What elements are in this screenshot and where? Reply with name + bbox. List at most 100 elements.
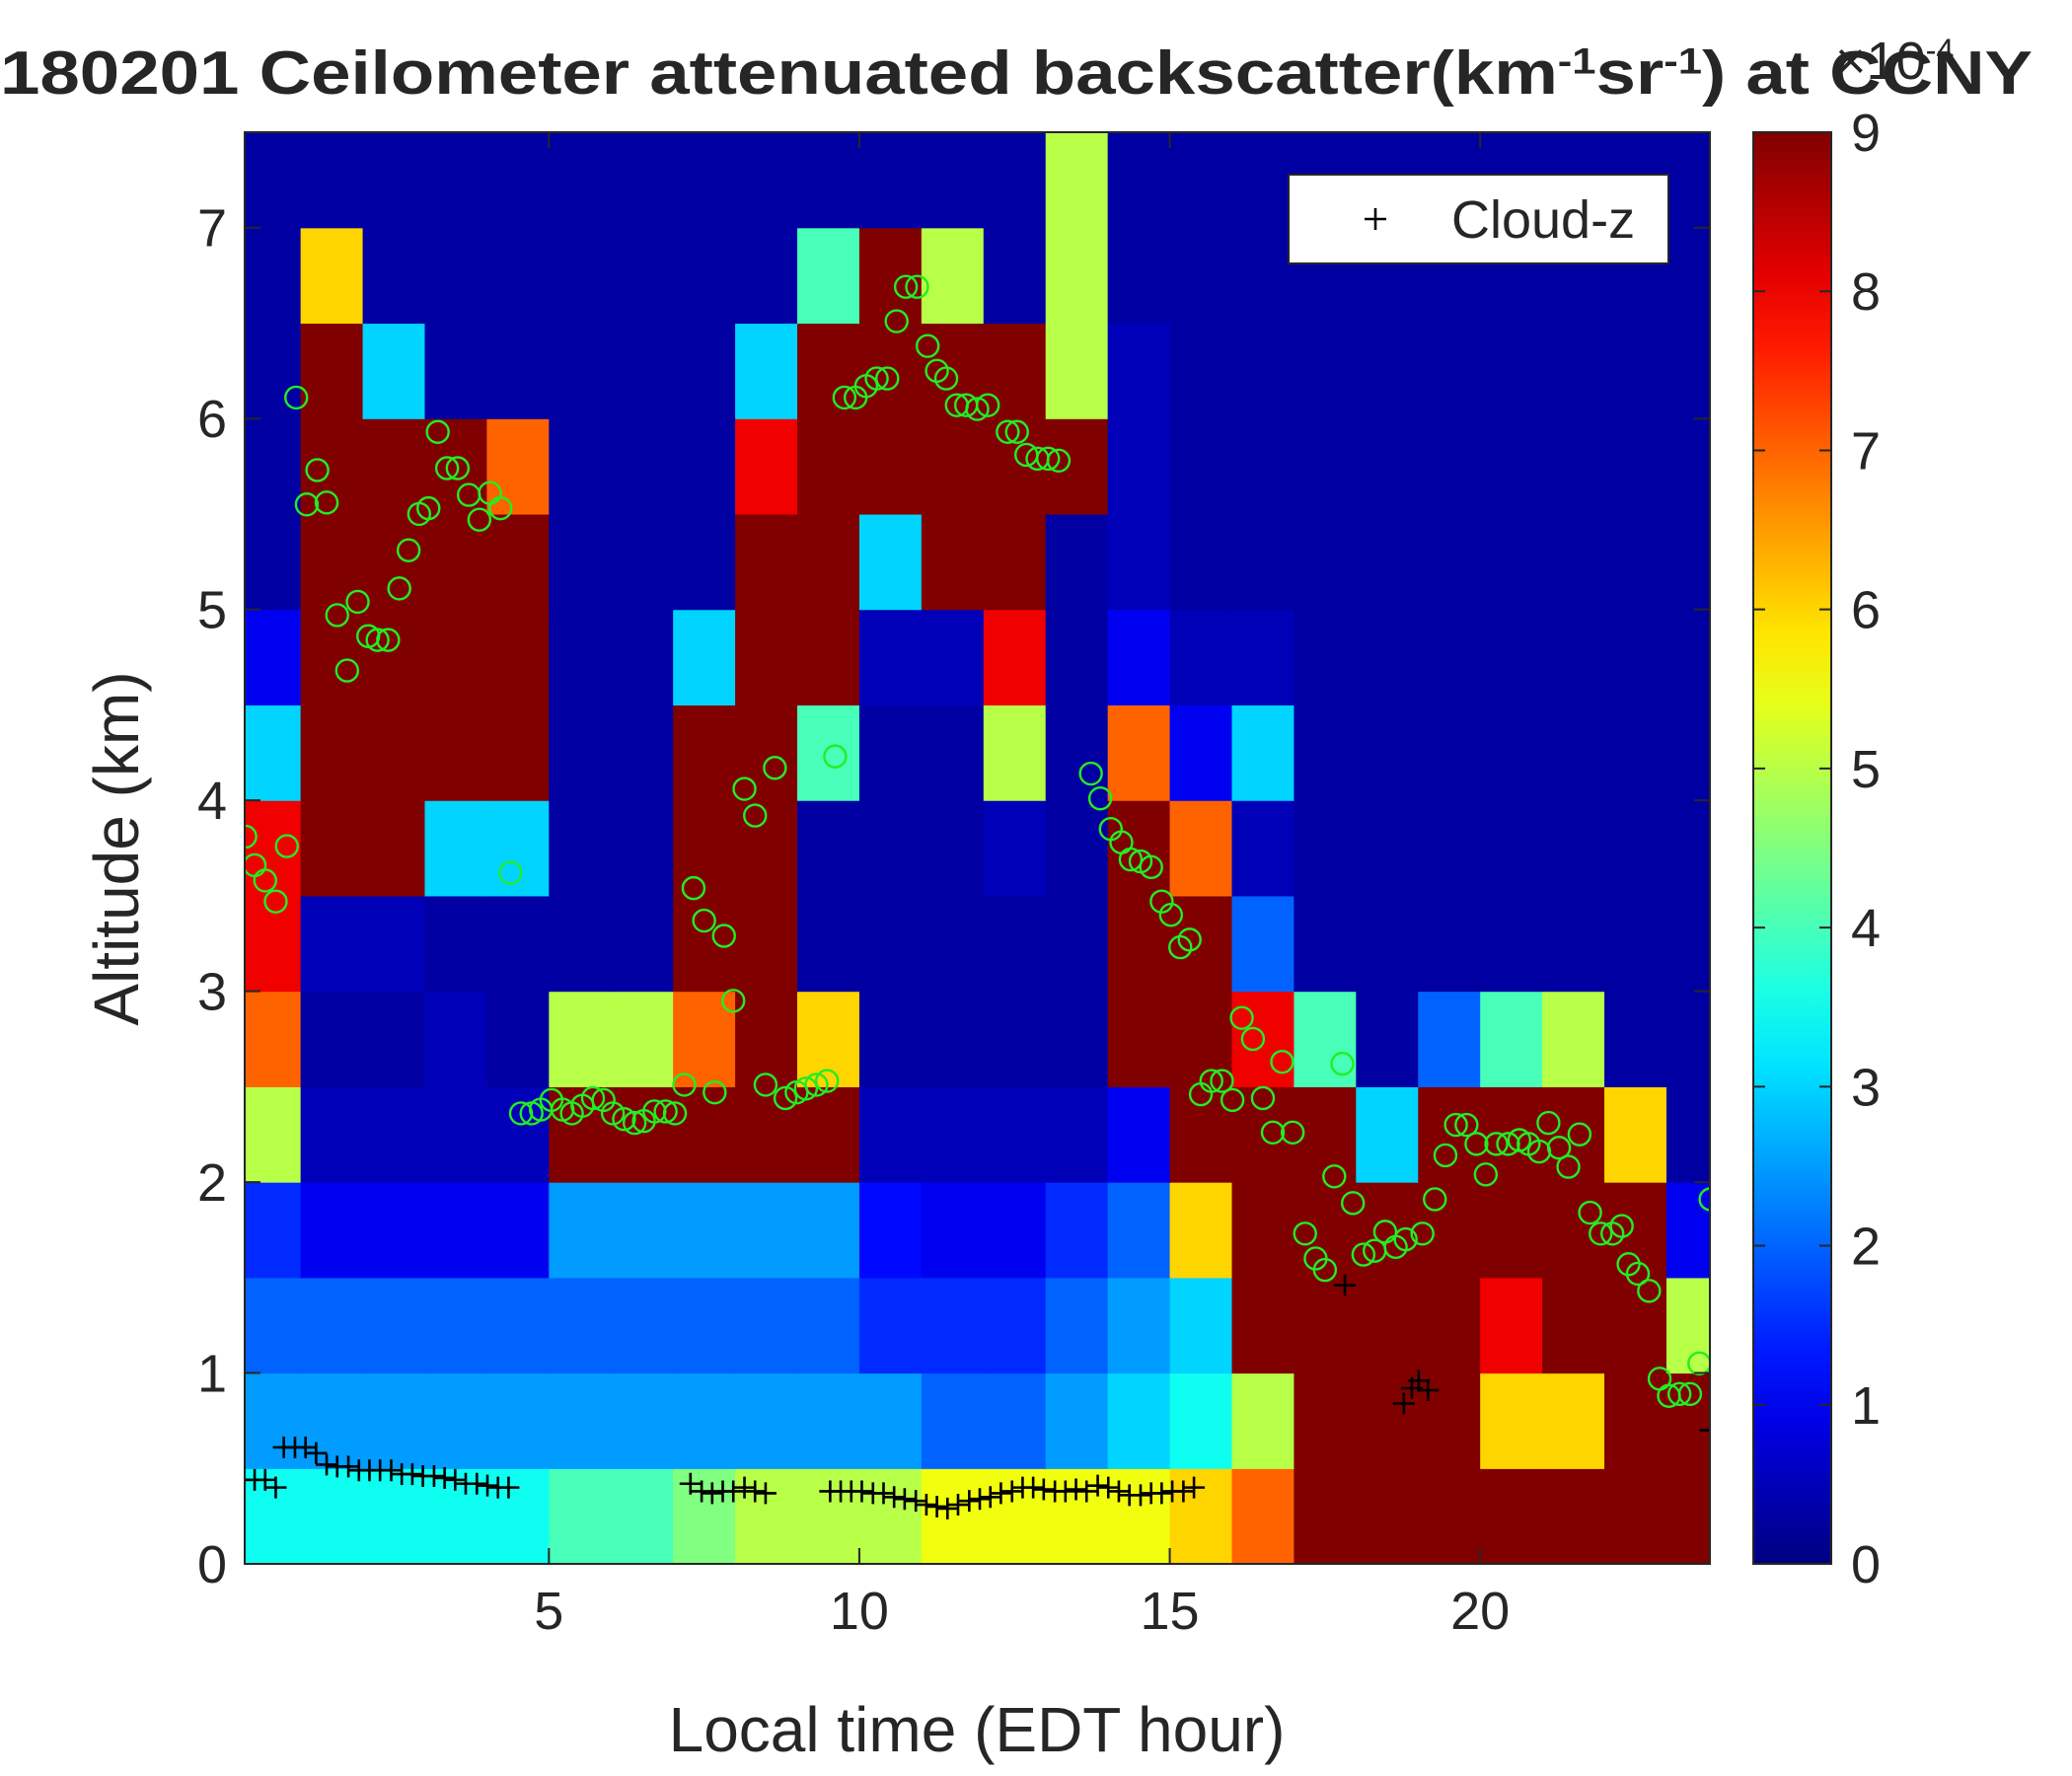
heat-cell <box>1480 895 1543 993</box>
heat-cell <box>486 1277 550 1374</box>
heat-cell <box>1604 704 1667 801</box>
heat-cell <box>611 704 674 801</box>
legend-marker <box>1365 208 1386 230</box>
heat-cell <box>611 609 674 705</box>
cloud-point <box>591 1087 616 1113</box>
heat-cell <box>1294 1468 1357 1564</box>
heat-cell <box>486 1372 550 1469</box>
heat-cell <box>1604 513 1667 611</box>
heat-cell <box>983 895 1047 993</box>
heat-cell <box>300 1277 364 1374</box>
heat-cell <box>1045 895 1109 993</box>
y-tick-label: 7 <box>197 199 227 259</box>
cloud-point <box>1078 761 1103 786</box>
cloud-point <box>294 492 320 517</box>
cloud-point <box>1393 1226 1418 1252</box>
cloud-z-point <box>466 1472 488 1495</box>
heat-cell <box>1665 704 1710 801</box>
heat-cell <box>673 513 736 611</box>
heat-cell <box>797 132 860 229</box>
cloud-point <box>1351 1242 1376 1267</box>
heat-cell <box>1542 1277 1605 1374</box>
cloud-point <box>1625 1261 1651 1287</box>
colorbar-tick-label: 2 <box>1851 1218 1881 1277</box>
heat-cell <box>1045 991 1109 1087</box>
cloud-point <box>488 495 513 521</box>
text-part: ×10 <box>1835 32 1926 91</box>
heat-cell <box>1231 1182 1295 1279</box>
heat-cell <box>983 1372 1047 1469</box>
heat-cell <box>1604 991 1667 1087</box>
y-tick-label: 2 <box>197 1153 227 1213</box>
cloud-point <box>915 333 940 358</box>
cloud-point <box>387 576 411 601</box>
heat-cell <box>1045 609 1109 705</box>
heat-cell <box>797 513 860 611</box>
cloud-z-point <box>733 1476 756 1499</box>
heat-cell <box>1107 991 1171 1087</box>
heat-cell <box>424 323 488 419</box>
heat-cell <box>611 1086 674 1183</box>
heat-cell <box>1480 1372 1543 1469</box>
heat-cell <box>424 1372 488 1469</box>
heat-cell <box>362 323 426 419</box>
colorbar-tick-label: 4 <box>1851 899 1881 958</box>
heat-cell <box>1107 704 1171 801</box>
cloud-point <box>662 1101 688 1126</box>
heat-cell <box>1480 991 1543 1087</box>
heat-cell <box>362 1468 426 1564</box>
heat-cell <box>245 513 302 611</box>
cloud-point <box>1410 1221 1435 1246</box>
heat-cell <box>858 895 923 993</box>
heat-cell <box>1665 513 1710 611</box>
heat-cell <box>424 1277 488 1374</box>
heat-cell <box>673 1182 736 1279</box>
heat-cell <box>735 1086 798 1183</box>
cloud-z-point <box>1129 1484 1151 1507</box>
heat-cell <box>424 1182 488 1279</box>
heat-cell <box>1356 991 1419 1087</box>
cloud-point <box>580 1085 606 1111</box>
x-tick-label: 10 <box>830 1582 889 1641</box>
heat-cell <box>921 609 985 705</box>
heat-cell <box>1356 1468 1419 1564</box>
cloud-point <box>1666 1381 1692 1407</box>
heat-cell <box>1418 991 1481 1087</box>
cloud-z-point <box>925 1495 948 1517</box>
heat-cell <box>735 227 798 325</box>
heat-cell <box>797 227 860 325</box>
cloud-z-point <box>979 1486 1001 1509</box>
cloud-z-point <box>1407 1369 1430 1392</box>
heat-cell <box>673 1086 736 1183</box>
heat-cell <box>424 704 488 801</box>
legend: Cloud-z <box>1288 174 1669 264</box>
cloud-point <box>1340 1191 1366 1216</box>
x-axis-label: Local time (EDT hour) <box>669 1694 1286 1765</box>
heat-cell <box>1542 704 1605 801</box>
heat-cell <box>1294 513 1357 611</box>
heat-cell <box>300 1468 364 1564</box>
cloud-point <box>1322 1164 1347 1189</box>
cloud-point <box>1423 1187 1447 1212</box>
cloud-point <box>1567 1122 1592 1147</box>
cloud-point <box>1250 1085 1276 1111</box>
cloud-point <box>815 1069 840 1093</box>
heat-cell <box>1418 1182 1481 1279</box>
heat-cell <box>549 991 612 1087</box>
cloud-point <box>434 456 460 481</box>
heat-cell <box>362 1277 426 1374</box>
heat-cell <box>1542 991 1605 1087</box>
cloud-z-point <box>433 1466 456 1489</box>
heat-cell <box>549 1182 612 1279</box>
heat-cell <box>1418 895 1481 993</box>
cloud-point <box>1312 1257 1338 1283</box>
heat-cell <box>921 1086 985 1183</box>
cloud-z-point <box>264 1476 287 1499</box>
cloud-z-point <box>851 1480 873 1503</box>
cloud-point <box>1199 1069 1223 1093</box>
cloud-point <box>445 456 471 481</box>
cloud-point <box>1229 1005 1254 1030</box>
cloud-z-point <box>444 1468 467 1491</box>
cloud-z-point <box>1150 1482 1173 1505</box>
heat-cell <box>1480 1277 1543 1374</box>
